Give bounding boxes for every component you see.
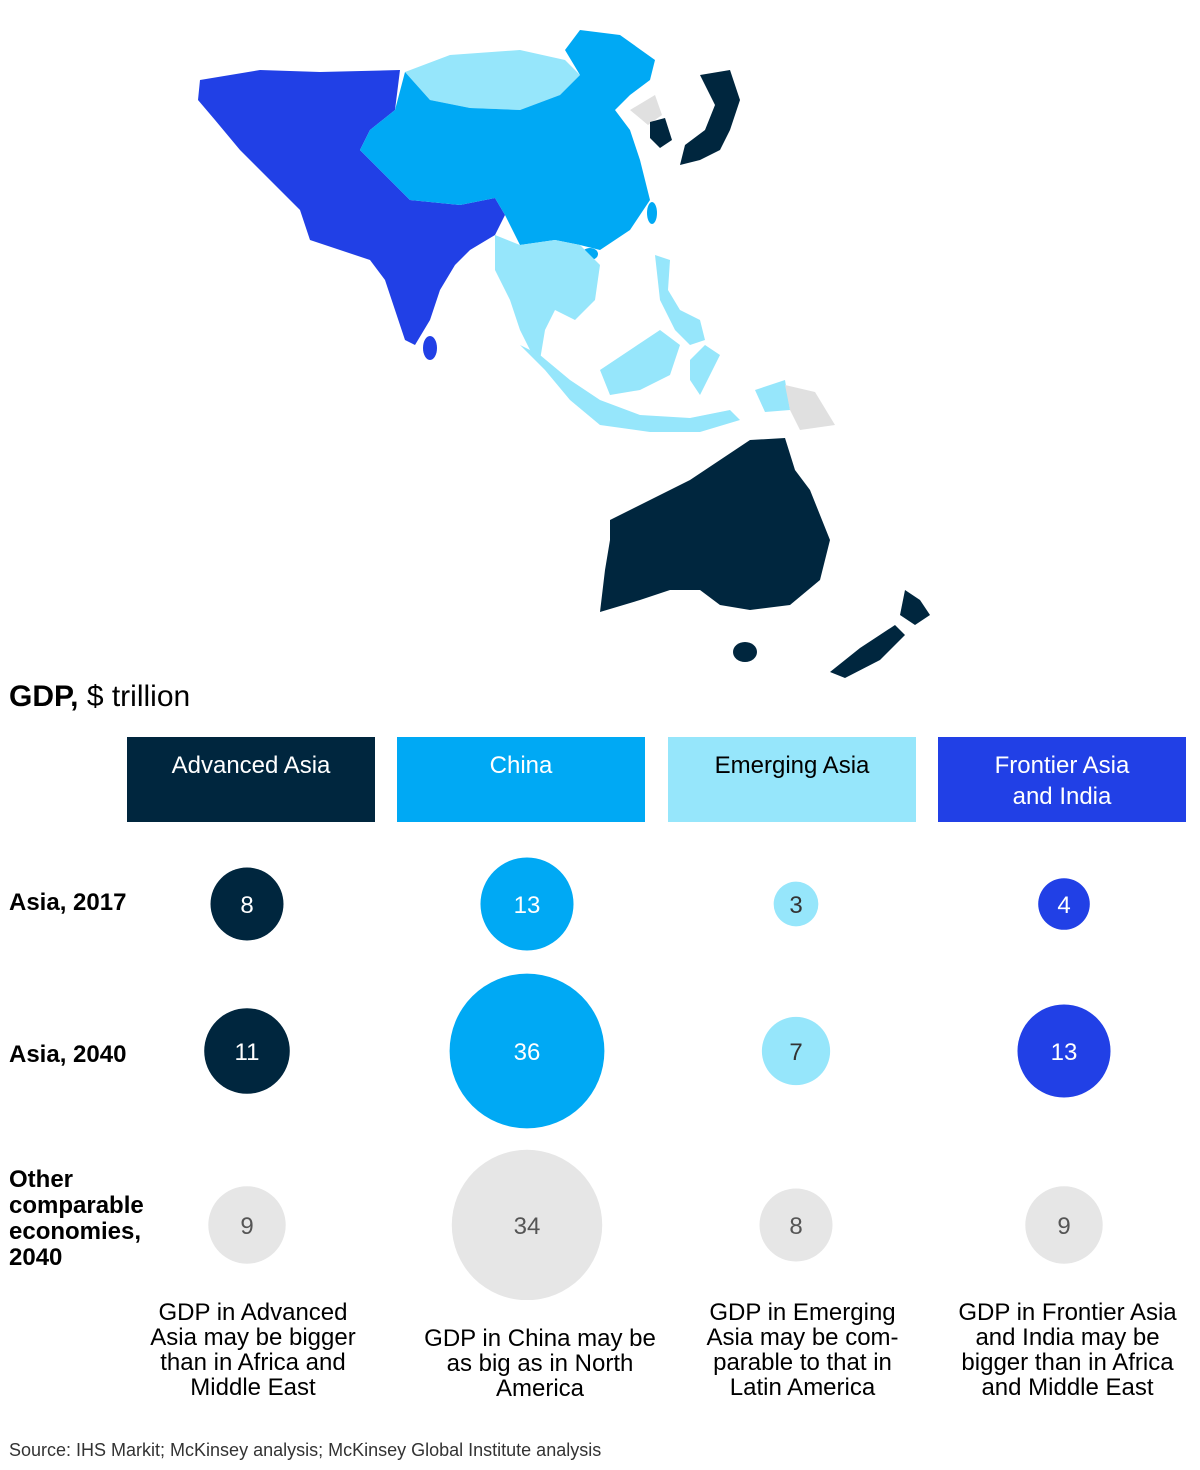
map-region-sri-lanka [423,336,437,360]
bubble-chart: 8 13 3 411 36 7 139 34 8 9 [204,857,1111,1300]
asia-pacific-map [198,30,930,678]
map-region-taiwan [647,202,657,224]
bubble-label-asia-2017-emerging-asia: 3 [789,892,802,919]
row-label-asia-2040: Asia, 2040 [9,1041,127,1068]
map-region-south-korea [650,118,672,148]
chart-title: GDP, $ trillion [9,680,190,714]
bubble-asia-2040-advanced-asia [204,1008,290,1094]
bubble-other-2040-china [451,1149,603,1300]
map-region-philippines [655,255,705,345]
bubble-label-asia-2017-china: 13 [514,892,541,919]
bubble-label-asia-2017-frontier-asia-india: 4 [1057,892,1070,919]
bubble-asia-2017-china [480,857,574,951]
chart-title-unit: $ trillion [86,680,191,713]
map-region-north-korea [630,95,662,125]
map-region-tasmania [733,642,757,662]
bubble-asia-2017-frontier-asia-india [1038,878,1090,930]
map-region-mongolia [405,50,580,110]
note-frontier-asia-india: GDP in Frontier Asia and India may be bi… [958,1299,1177,1401]
category-header-frontier-asia-india: Frontier Asia and India [938,737,1186,822]
note-china: GDP in China may be as big as in North A… [424,1325,656,1402]
bubble-label-asia-2040-china: 36 [514,1039,541,1066]
row-label-asia-2017: Asia, 2017 [9,889,127,916]
map-region-papua-new-guinea [785,385,835,430]
source-note: Source: IHS Markit; McKinsey analysis; M… [9,1440,602,1460]
bubble-label-asia-2040-emerging-asia: 7 [789,1039,802,1066]
bubble-asia-2017-advanced-asia [210,867,284,941]
bubble-asia-2040-frontier-asia-india [1017,1004,1111,1098]
bubble-label-asia-2017-advanced-asia: 8 [240,892,253,919]
map-region-se-asia-mainland [495,235,600,360]
chart-title-bold: GDP, [9,680,79,713]
bubble-label-other-2040-frontier-asia-india: 9 [1057,1213,1070,1240]
bubble-label-other-2040-advanced-asia: 9 [240,1213,253,1240]
bubble-label-asia-2040-frontier-asia-india: 13 [1051,1039,1078,1066]
map-region-new-zealand-north [900,590,930,625]
map-region-new-zealand-south [830,625,905,678]
category-header-china: China [397,737,645,822]
map-region-borneo [600,330,680,395]
note-emerging-asia: GDP in Emerging Asia may be com-parable … [706,1299,899,1401]
map-region-china [360,30,655,250]
bubble-asia-2017-emerging-asia [773,881,819,927]
map-region-malaysia-indonesia [520,345,740,432]
bubble-asia-2040-china [449,973,605,1129]
note-advanced-asia: GDP in Advanced Asia may be bigger than … [150,1299,356,1401]
map-region-sulawesi [690,345,720,395]
bubble-other-2040-emerging-asia [759,1188,833,1262]
bubble-label-other-2040-emerging-asia: 8 [789,1213,802,1240]
bubble-label-asia-2040-advanced-asia: 11 [235,1039,260,1066]
map-region-japan [680,70,740,165]
category-header-advanced-asia: Advanced Asia [127,737,375,822]
bubble-other-2040-advanced-asia [208,1186,286,1264]
bubble-asia-2040-emerging-asia [761,1016,831,1086]
map-region-west-papua [755,380,790,412]
bubble-label-other-2040-china: 34 [514,1213,541,1240]
map-region-australia [600,438,830,612]
map-region-frontier-india [198,70,505,345]
row-label-other-2040: Other comparable economies, 2040 [9,1166,144,1271]
bubble-other-2040-frontier-asia-india [1025,1186,1103,1264]
category-header-emerging-asia: Emerging Asia [668,737,916,822]
